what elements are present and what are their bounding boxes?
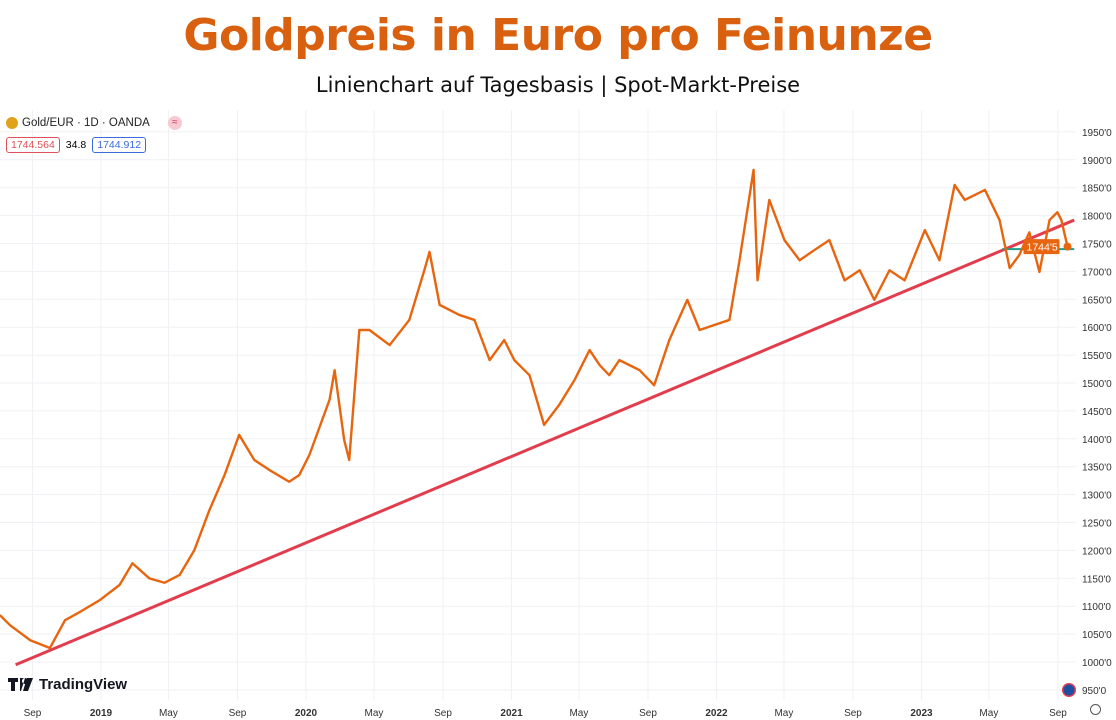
grid <box>0 110 1076 700</box>
y-tick-label: 1600'0 <box>1082 323 1112 334</box>
last-price-dot <box>1063 242 1072 251</box>
x-tick-label: 2022 <box>705 708 728 719</box>
symbol-legend[interactable]: Gold/EUR · 1D · OANDA ≈ <box>6 116 182 130</box>
x-axis: Sep 2019 May Sep 2020 May Sep 2021 May Sep 2022 May… <box>24 708 1068 719</box>
x-tick-label: 2021 <box>500 708 523 719</box>
y-tick-label: 1200'0 <box>1082 546 1112 557</box>
chart-subtitle: Linienchart auf Tagesbasis | Spot-Markt-… <box>315 73 801 97</box>
x-tick-label: 2023 <box>910 708 933 719</box>
last-price-label: 1744'5 <box>1027 242 1058 254</box>
y-tick-label: 1050'0 <box>1082 630 1112 641</box>
y-tick-label: 950'0 <box>1082 686 1107 697</box>
y-tick-label: 1550'0 <box>1082 351 1112 362</box>
chart-title: Goldpreis in Euro pro Feinunze <box>183 10 933 61</box>
x-tick-label: Sep <box>844 708 862 719</box>
x-tick-label: Sep <box>639 708 657 719</box>
y-tick-label: 1950'0 <box>1082 128 1112 139</box>
y-tick-label: 1900'0 <box>1082 156 1112 167</box>
y-tick-label: 1500'0 <box>1082 379 1112 390</box>
compare-icon[interactable]: ≈ <box>167 116 182 130</box>
y-tick-label: 1800'0 <box>1082 212 1112 223</box>
y-tick-label: 1250'0 <box>1082 519 1112 530</box>
x-tick-label: 2019 <box>90 708 113 719</box>
x-tick-label: May <box>159 708 178 719</box>
y-tick-label: 1450'0 <box>1082 407 1112 418</box>
x-tick-label: Sep <box>1049 708 1067 719</box>
gold-icon <box>6 117 18 129</box>
tradingview-logo[interactable]: TradingView <box>8 676 127 693</box>
eu-flag-icon[interactable] <box>1063 684 1075 696</box>
symbol-name: Gold/EUR · 1D · OANDA <box>22 117 150 129</box>
x-tick-label: 2020 <box>295 708 318 719</box>
y-tick-label: 1700'0 <box>1082 267 1112 278</box>
y-axis: 950'0 1000'0 1050'0 1100'0 1150'0 1200'0 1250'… <box>1082 128 1112 697</box>
last-price-badge <box>1023 239 1060 255</box>
y-tick-label: 1100'0 <box>1082 602 1111 613</box>
x-tick-label: Sep <box>229 708 247 719</box>
settings-icon[interactable] <box>1090 704 1101 715</box>
x-tick-label: May <box>774 708 793 719</box>
y-tick-label: 1150'0 <box>1082 574 1111 585</box>
ask-price[interactable]: 1744.912 <box>92 137 147 153</box>
y-tick-label: 1750'0 <box>1082 240 1112 251</box>
spread: 34.8 <box>65 139 87 151</box>
gold-price-line <box>0 168 1069 650</box>
y-tick-label: 1000'0 <box>1082 658 1112 669</box>
x-tick-label: May <box>569 708 588 719</box>
bid-price[interactable]: 1744.564 <box>6 137 60 153</box>
x-tick-label: May <box>364 708 383 719</box>
y-tick-label: 1650'0 <box>1082 295 1112 306</box>
trend-line <box>15 218 1075 667</box>
x-tick-label: Sep <box>24 708 42 719</box>
x-tick-label: Sep <box>434 708 452 719</box>
y-tick-label: 1350'0 <box>1082 463 1112 474</box>
quote-boxes: 1744.564 34.8 1744.912 <box>6 137 147 153</box>
tradingview-logo-text: TradingView <box>39 676 128 693</box>
x-tick-label: May <box>979 708 998 719</box>
y-tick-label: 1850'0 <box>1082 184 1112 195</box>
y-tick-label: 1300'0 <box>1082 491 1112 502</box>
tradingview-logo-icon <box>8 678 33 691</box>
y-tick-label: 1400'0 <box>1082 435 1112 446</box>
